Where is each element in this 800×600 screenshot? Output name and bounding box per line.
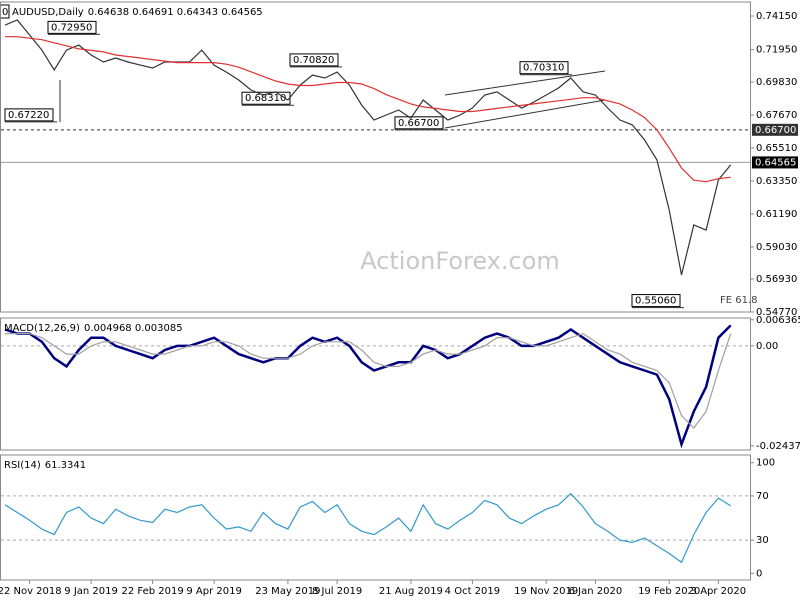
annotation-label: 0.70310	[523, 63, 564, 74]
x-tick-label: 19 Feb 2020	[638, 586, 700, 597]
annotation-box	[631, 294, 681, 308]
annotation-label: 0.68310	[245, 93, 286, 104]
y-tick-label: 0.74150	[756, 11, 797, 22]
axis-flag-label: 0.66700	[755, 125, 796, 136]
note: FE 61.8	[720, 295, 758, 306]
axis-flag	[752, 156, 798, 169]
y-tick-label: 100	[756, 458, 775, 469]
annotation-label: 0.66700	[398, 118, 439, 129]
series-line	[4, 492, 732, 564]
annotation-box	[289, 53, 339, 67]
series-line	[5, 36, 731, 183]
series-line	[4, 19, 732, 276]
annotation-label: 0.70820	[293, 55, 334, 66]
y-tick-label: 0.006365	[756, 315, 800, 326]
x-tick-label: 22 Nov 2018	[0, 586, 62, 597]
corner-box	[0, 4, 10, 19]
panel-value: 61.3341	[45, 460, 86, 471]
annotation-label: 0.55060	[635, 296, 676, 307]
panel-value: 0.64638 0.64691 0.64343 0.64565	[88, 7, 263, 18]
annotation-box	[519, 61, 569, 75]
channel-line	[444, 70, 606, 96]
y-tick-label: 0.61190	[756, 209, 797, 220]
y-tick-label: 0.54770	[756, 307, 797, 318]
annotation-label: 0.72950	[51, 22, 92, 33]
panel-title: AUDUSD,Daily 0.64638 0.64691 0.64343 0.64…	[12, 7, 263, 18]
y-tick-label: 0.00	[756, 341, 778, 352]
panel-title: MACD(12,26,9) 0.004968 0.003085	[4, 323, 183, 334]
panel-title-text: AUDUSD,Daily	[12, 7, 84, 18]
y-tick-label: 0.67670	[756, 110, 797, 121]
panel-title-text: MACD(12,26,9)	[4, 323, 80, 334]
x-tick-label: 9 Apr 2019	[186, 586, 241, 597]
annotation-box	[4, 108, 54, 122]
panel-title: RSI(14) 61.3341	[4, 460, 86, 471]
annotation-box	[394, 116, 444, 130]
annotation-label: 0.67220	[8, 110, 49, 121]
panel-title-text: RSI(14)	[4, 460, 41, 471]
y-tick-label: 70	[756, 491, 769, 502]
x-tick-label: 3 Apr 2020	[691, 586, 746, 597]
x-tick-label: 9 Jan 2019	[64, 586, 118, 597]
series-line	[4, 324, 732, 449]
x-tick-label: 8 Jul 2019	[312, 586, 362, 597]
y-tick-label: 0	[756, 568, 762, 579]
panel-value: 0.004968 0.003085	[84, 323, 183, 334]
y-tick-label: 0.65510	[756, 143, 797, 154]
x-tick-label: 23 May 2019	[255, 586, 320, 597]
corner-label: 0	[2, 7, 8, 18]
panel-frame	[0, 1, 751, 313]
axis-flag	[752, 123, 798, 136]
x-tick-label: 4 Oct 2019	[445, 586, 500, 597]
x-tick-label: 6 Jan 2020	[569, 586, 623, 597]
y-tick-label: -0.024376	[756, 441, 800, 452]
x-tick-label: 19 Nov 2019	[514, 586, 578, 597]
y-tick-label: 0.59030	[756, 242, 797, 253]
x-tick-label: 21 Aug 2019	[379, 586, 443, 597]
annotation-box	[47, 20, 97, 34]
series-line	[5, 332, 732, 429]
x-tick-label: 22 Feb 2019	[121, 586, 183, 597]
watermark: ActionForex.com	[360, 247, 560, 275]
y-tick-label: 0.63350	[756, 176, 797, 187]
y-tick-label: 0.71950	[756, 45, 797, 56]
y-tick-label: 30	[756, 535, 769, 546]
panel-frame	[0, 454, 751, 581]
channel-line	[444, 99, 606, 129]
y-tick-label: 0.56930	[756, 274, 797, 285]
panel-frame	[0, 317, 751, 451]
y-tick-label: 0.69830	[756, 77, 797, 88]
axis-flag-label: 0.64565	[755, 157, 796, 168]
